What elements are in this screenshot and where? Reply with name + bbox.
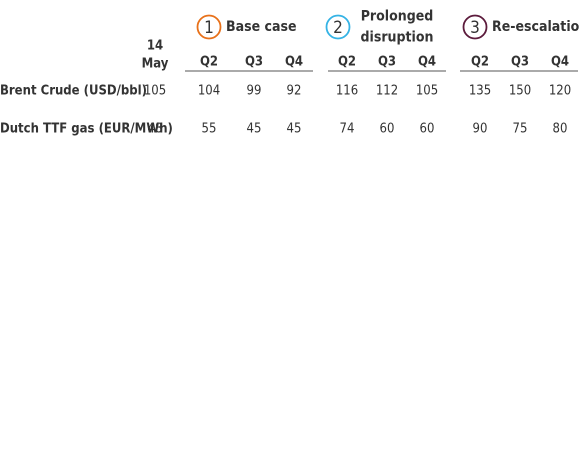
cell-value: 60	[380, 122, 395, 137]
cell-value: 45	[247, 122, 262, 137]
cell-value: 75	[513, 122, 528, 137]
quarter-label: Q3	[245, 55, 263, 70]
cell-value: 99	[247, 84, 262, 99]
cell-value: 116	[336, 84, 358, 99]
quarter-label: Q3	[511, 55, 529, 70]
current-value: 105	[144, 84, 166, 99]
cell-value: 135	[469, 84, 491, 99]
quarter-label: Q2	[338, 55, 356, 70]
cell-value: 120	[549, 84, 571, 99]
row-label: Brent Crude (USD/bbl)	[0, 84, 147, 99]
scenario-name: Base case	[226, 19, 297, 35]
cell-value: 55	[202, 122, 217, 137]
date-header: May	[142, 57, 169, 72]
cell-value: 45	[287, 122, 302, 137]
quarter-label: Q3	[378, 55, 396, 70]
scenario-badge	[462, 14, 488, 40]
cell-value: 92	[287, 84, 302, 99]
quarter-label: Q4	[551, 55, 569, 70]
cell-value: 112	[376, 84, 398, 99]
quarter-label: Q4	[418, 55, 436, 70]
row-label: Dutch TTF gas (EUR/MWh)	[0, 122, 173, 137]
cell-value: 80	[553, 122, 568, 137]
quarter-label: Q4	[285, 55, 303, 70]
scenario-badge	[325, 14, 351, 40]
scenario-name: disruption	[361, 30, 434, 46]
scenario-number: 3	[470, 18, 480, 38]
cell-value: 90	[473, 122, 488, 137]
cell-value: 105	[416, 84, 438, 99]
cell-value: 104	[198, 84, 220, 99]
cell-value: 74	[340, 122, 355, 137]
scenario-badge	[196, 14, 222, 40]
scenario-name: Re-escalation	[492, 19, 580, 35]
cell-value: 150	[509, 84, 531, 99]
scenario-name: Prolonged	[361, 9, 434, 25]
cell-value: 60	[420, 122, 435, 137]
scenario-number: 1	[204, 18, 214, 38]
current-value: 48	[148, 122, 163, 137]
quarter-label: Q2	[471, 55, 489, 70]
quarter-label: Q2	[200, 55, 218, 70]
date-header: 14	[147, 39, 163, 54]
scenario-number: 2	[333, 18, 343, 38]
